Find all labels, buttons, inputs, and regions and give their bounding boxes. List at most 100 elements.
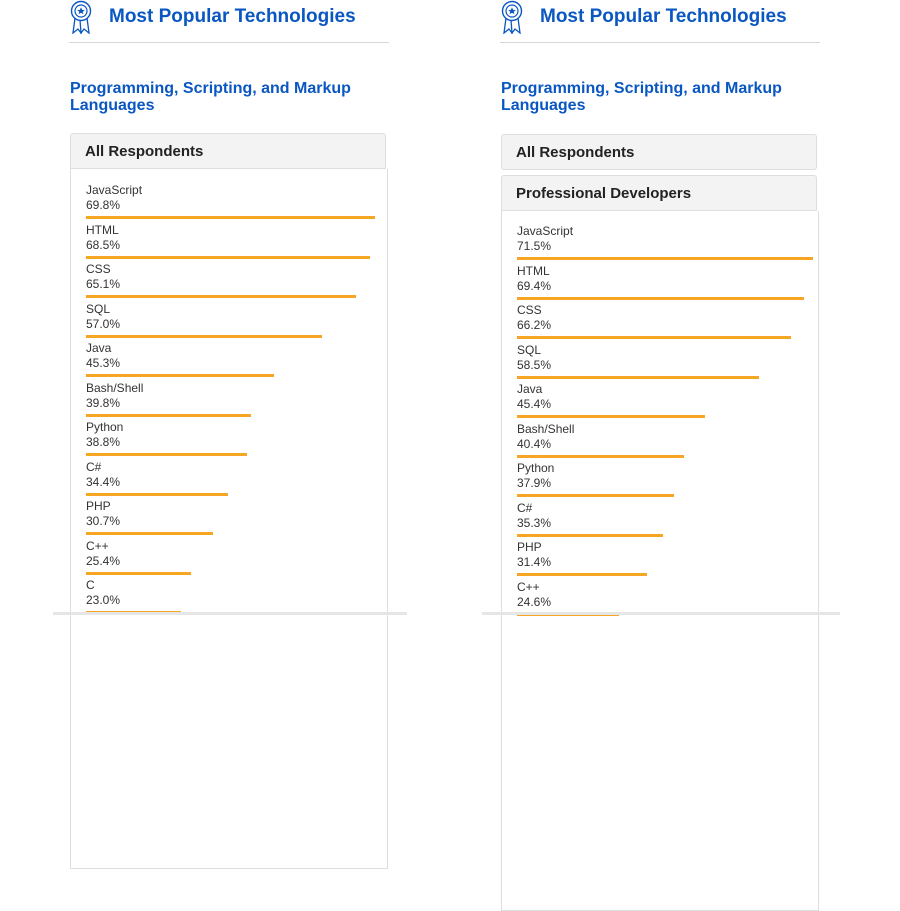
bar <box>86 374 274 377</box>
bar <box>86 492 228 496</box>
bar-item: Python 37.9% <box>517 461 674 497</box>
bar-item: Java 45.4% <box>517 382 705 418</box>
bar <box>517 454 684 458</box>
bottom-divider <box>482 612 840 615</box>
bar-label: HTML <box>517 263 550 278</box>
tab-label: All Respondents <box>85 143 204 160</box>
bar-value-label: 69.8% <box>86 198 121 212</box>
header: Most Popular Technologies <box>500 0 820 43</box>
award-ribbon-icon <box>70 0 92 34</box>
bar-value-label: 23.0% <box>86 593 121 607</box>
bar-label: C# <box>86 459 102 474</box>
tab-all-respondents[interactable]: All Respondents <box>501 134 817 170</box>
tab-all-respondents[interactable]: All Respondents <box>70 133 386 169</box>
bar <box>517 296 804 300</box>
bar <box>517 573 647 576</box>
tab-label: Professional Developers <box>516 185 692 202</box>
bar-label: Java <box>86 341 112 355</box>
bar-label: PHP <box>517 540 542 554</box>
bar-label: JavaScript <box>86 183 143 197</box>
bar-item: Python 38.8% <box>86 420 247 456</box>
bar-label: PHP <box>86 499 111 513</box>
bar-value-label: 30.7% <box>86 514 121 528</box>
bar-item: PHP 31.4% <box>517 540 647 576</box>
bar-item: HTML 68.5% <box>86 222 370 259</box>
bar-item: PHP 30.7% <box>86 499 213 535</box>
bar <box>86 413 251 417</box>
bar-item: JavaScript 69.8% <box>86 183 375 219</box>
bar-item: JavaScript 71.5% <box>517 224 813 260</box>
right-panel: Most Popular Technologies Programming, S… <box>500 0 820 911</box>
bar-label: Bash/Shell <box>517 421 575 436</box>
bar-item: C 23.0% <box>86 578 181 614</box>
bar-label: C++ <box>517 579 540 594</box>
bar-value-label: 39.8% <box>86 395 121 410</box>
bar-value-label: 35.3% <box>517 515 552 530</box>
bar-value-label: 58.5% <box>517 357 552 372</box>
bar-label: SQL <box>517 342 542 357</box>
bar <box>517 375 759 379</box>
bar-value-label: 40.4% <box>517 436 552 451</box>
bar <box>517 257 813 260</box>
bar-item: HTML 69.4% <box>517 263 804 300</box>
bar-value-label: 45.3% <box>86 356 121 370</box>
bar-label: SQL <box>86 301 111 316</box>
header: Most Popular Technologies <box>69 0 389 43</box>
bar <box>86 334 322 338</box>
bar <box>86 453 247 456</box>
bar-item: CSS 65.1% <box>86 262 356 298</box>
bar-label: JavaScript <box>517 224 574 238</box>
bar-item: C# 35.3% <box>517 500 663 537</box>
bar-label: Java <box>517 382 543 396</box>
bar-value-label: 69.4% <box>517 278 552 293</box>
bar <box>86 216 375 219</box>
bar <box>517 533 663 537</box>
bar-value-label: 45.4% <box>517 397 552 411</box>
bar-list: JavaScript 71.5% HTML 69.4% CSS 66.2% SQL 58.5%… <box>501 211 819 911</box>
bar-value-label: 65.1% <box>86 277 121 291</box>
bar <box>86 532 213 535</box>
bar-value-label: 71.5% <box>517 239 552 253</box>
bar-value-label: 31.4% <box>517 555 552 569</box>
section-title: Programming, Scripting, and Markup Langu… <box>501 80 782 114</box>
bar-label: HTML <box>86 222 119 237</box>
bar-label: CSS <box>517 303 542 317</box>
bottom-divider <box>53 612 407 615</box>
bar-label: Python <box>86 420 124 434</box>
bar-list: JavaScript 69.8% HTML 68.5% CSS 65.1% SQL 57.0%… <box>70 169 388 869</box>
bar-label: Python <box>517 461 555 475</box>
bar-item: CSS 66.2% <box>517 303 791 339</box>
bar <box>517 415 705 418</box>
bar-value-label: 24.6% <box>517 594 552 609</box>
bar-value-label: 57.0% <box>86 316 121 331</box>
page-title: Most Popular Technologies <box>540 6 787 27</box>
bar <box>86 295 356 298</box>
bar-value-label: 34.4% <box>86 474 121 489</box>
bar <box>86 255 370 259</box>
bar-item: Java 45.3% <box>86 341 274 377</box>
bar-value-label: 68.5% <box>86 237 121 252</box>
bar-item: Bash/Shell 39.8% <box>86 380 251 417</box>
bar-value-label: 37.9% <box>517 476 552 490</box>
bar <box>517 494 674 497</box>
bar-label: C# <box>517 500 533 515</box>
bar <box>86 571 191 575</box>
bar-item: C# 34.4% <box>86 459 228 496</box>
bar-item: C++ 24.6% <box>517 579 619 616</box>
bar-value-label: 66.2% <box>517 318 552 332</box>
bar-item: C++ 25.4% <box>86 538 191 575</box>
bar-item: SQL 57.0% <box>86 301 322 338</box>
tab-label: All Respondents <box>516 144 635 161</box>
tab-professional-developers[interactable]: Professional Developers <box>501 175 817 211</box>
bar-item: Bash/Shell 40.4% <box>517 421 684 458</box>
page-title: Most Popular Technologies <box>109 6 356 27</box>
bar-value-label: 38.8% <box>86 435 121 449</box>
bar-item: SQL 58.5% <box>517 342 759 379</box>
section-title: Programming, Scripting, and Markup Langu… <box>70 80 351 114</box>
bar-label: C++ <box>86 538 109 553</box>
bar-label: Bash/Shell <box>86 380 144 395</box>
bar <box>517 336 791 339</box>
bar-value-label: 25.4% <box>86 553 121 568</box>
award-ribbon-icon <box>501 0 523 34</box>
bar-label: CSS <box>86 262 111 276</box>
